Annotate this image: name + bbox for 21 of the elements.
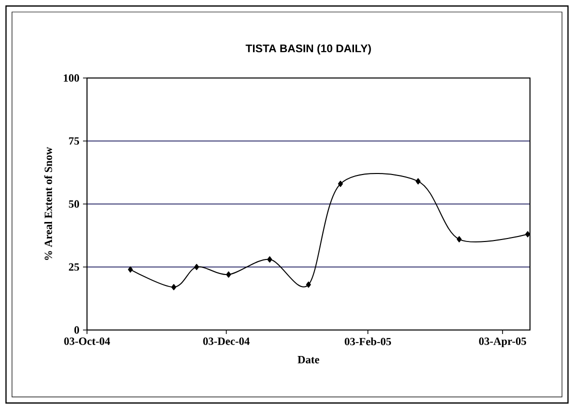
point (416, 178, 421, 184)
x-tick-label: 03-Oct-04 (64, 338, 110, 345)
point (171, 284, 176, 290)
point (194, 264, 200, 270)
x-axis-title: Date (298, 356, 320, 364)
y-tick-label: 75 (69, 137, 80, 145)
x-tick-label: 03-Dec-04 (203, 338, 250, 345)
y-tick-label: 100 (64, 74, 80, 82)
point (338, 180, 343, 187)
y-tick-label: 50 (68, 200, 80, 208)
point (456, 236, 462, 242)
point (226, 271, 232, 278)
point (128, 266, 133, 273)
x-tick-label: 03-Feb-05 (344, 338, 391, 346)
point (267, 256, 272, 263)
y-tick-label: 25 (68, 263, 80, 271)
x-tick-label: 03-Apr-05 (479, 338, 526, 348)
chart-title: TISTA BASIN (10 DAILY) (246, 44, 371, 54)
point (306, 282, 311, 288)
y-tick-label: 0 (74, 326, 80, 334)
y-axis-title: % Areal Extent of Snow (44, 147, 52, 260)
